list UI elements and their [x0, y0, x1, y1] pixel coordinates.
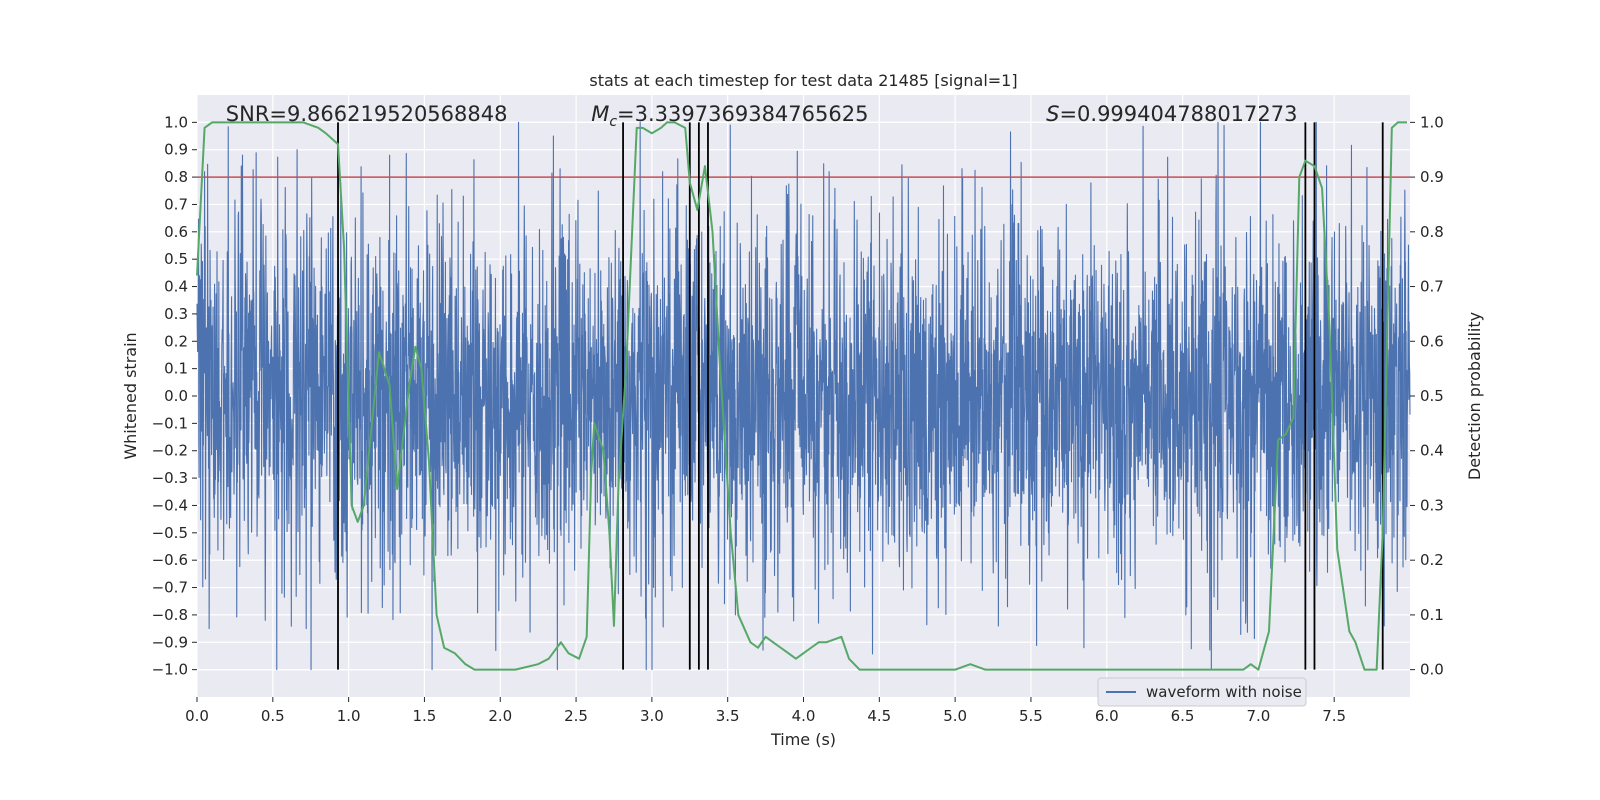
y2-tick-label: 0.8 [1420, 223, 1444, 241]
x-tick-label: 0.0 [185, 707, 209, 725]
y2-tick-label: 0.2 [1420, 551, 1444, 569]
y-tick-label: −0.1 [152, 414, 188, 432]
annotation-value: =0.999404788017273 [1059, 102, 1297, 126]
annotation-subscript: c [609, 114, 617, 130]
y-tick-label: 0.8 [164, 168, 188, 186]
y-tick-label: −0.5 [152, 524, 188, 542]
y2-tick-label: 0.9 [1420, 168, 1444, 186]
y-tick-label: −1.0 [152, 661, 188, 679]
y-tick-label: 0.1 [164, 360, 188, 378]
y-tick-label: 0.9 [164, 141, 188, 159]
y-tick-label: −0.8 [152, 606, 188, 624]
y-tick-label: 0.5 [164, 250, 188, 268]
x-tick-label: 4.5 [867, 707, 891, 725]
y-tick-label: −0.9 [152, 633, 188, 651]
y-tick-label: 0.6 [164, 223, 188, 241]
series-detection-probability [196, 121, 1407, 671]
x-tick-label: 3.0 [640, 707, 664, 725]
detection-time-lines [337, 122, 1384, 670]
x-tick-label: 1.5 [413, 707, 437, 725]
y-tick-label: 1.0 [164, 113, 188, 131]
annotation-value: =3.3397369384765625 [617, 102, 868, 126]
x-tick-label: 4.0 [792, 707, 816, 725]
y-tick-label: 0.7 [164, 195, 188, 213]
y-axis-label: Whitened strain [121, 332, 140, 459]
x-tick-label: 1.0 [337, 707, 361, 725]
y-tick-label: −0.4 [152, 496, 188, 514]
y2-axis-label: Detection probability [1465, 312, 1484, 480]
y-tick-label: −0.3 [152, 469, 188, 487]
axes: 0.0 0.5 1.0 1.5 2.0 2.5 3.0 3.5 4.0 4.5 5.0 5.5 6.0 6… [152, 113, 1444, 725]
x-axis-label: Time (s) [770, 730, 836, 749]
y2-tick-label: 0.7 [1420, 278, 1444, 296]
x-tick-label: 2.5 [564, 707, 588, 725]
y2-tick-label: 0.1 [1420, 606, 1444, 624]
x-tick-label: 6.0 [1095, 707, 1119, 725]
y-tick-label: −0.6 [152, 551, 188, 569]
x-tick-label: 6.5 [1171, 707, 1195, 725]
y2-tick-label: 0.6 [1420, 332, 1444, 350]
y-tick-label: 0.0 [164, 387, 188, 405]
annotation-0: SNR=9.866219520568848 [226, 102, 508, 126]
chart-title: stats at each timestep for test data 214… [589, 71, 1017, 90]
y-tick-label: 0.3 [164, 305, 188, 323]
x-tick-label: 7.0 [1246, 707, 1270, 725]
annotation-symbol: M [591, 102, 609, 126]
y-tick-label: 0.4 [164, 278, 188, 296]
y-tick-label: −0.7 [152, 579, 188, 597]
y2-tick-label: 0.0 [1420, 661, 1444, 679]
y2-tick-label: 0.3 [1420, 496, 1444, 514]
x-tick-label: 2.0 [488, 707, 512, 725]
y2-tick-label: 1.0 [1420, 113, 1444, 131]
x-tick-label: 5.0 [943, 707, 967, 725]
legend-entry-waveform-with-noise: waveform with noise [1146, 683, 1302, 701]
x-tick-label: 5.5 [1019, 707, 1043, 725]
y-tick-label: 0.2 [164, 332, 188, 350]
legend: waveform with noise [1097, 677, 1307, 707]
annotations: SNR=9.866219520568848 Mc=3.33973693847656… [226, 102, 1298, 130]
annotation-symbol: S [1046, 102, 1059, 126]
annotation-2: S=0.999404788017273 [1046, 102, 1297, 126]
x-tick-label: 7.5 [1322, 707, 1346, 725]
y2-tick-label: 0.5 [1420, 387, 1444, 405]
x-tick-label: 3.5 [716, 707, 740, 725]
legend-box [1097, 677, 1307, 707]
detection-probability-line [196, 121, 1407, 671]
y-tick-label: −0.2 [152, 442, 188, 460]
annotation-1: Mc=3.3397369384765625 [591, 102, 868, 130]
x-tick-label: 0.5 [261, 707, 285, 725]
y2-tick-label: 0.4 [1420, 442, 1444, 460]
